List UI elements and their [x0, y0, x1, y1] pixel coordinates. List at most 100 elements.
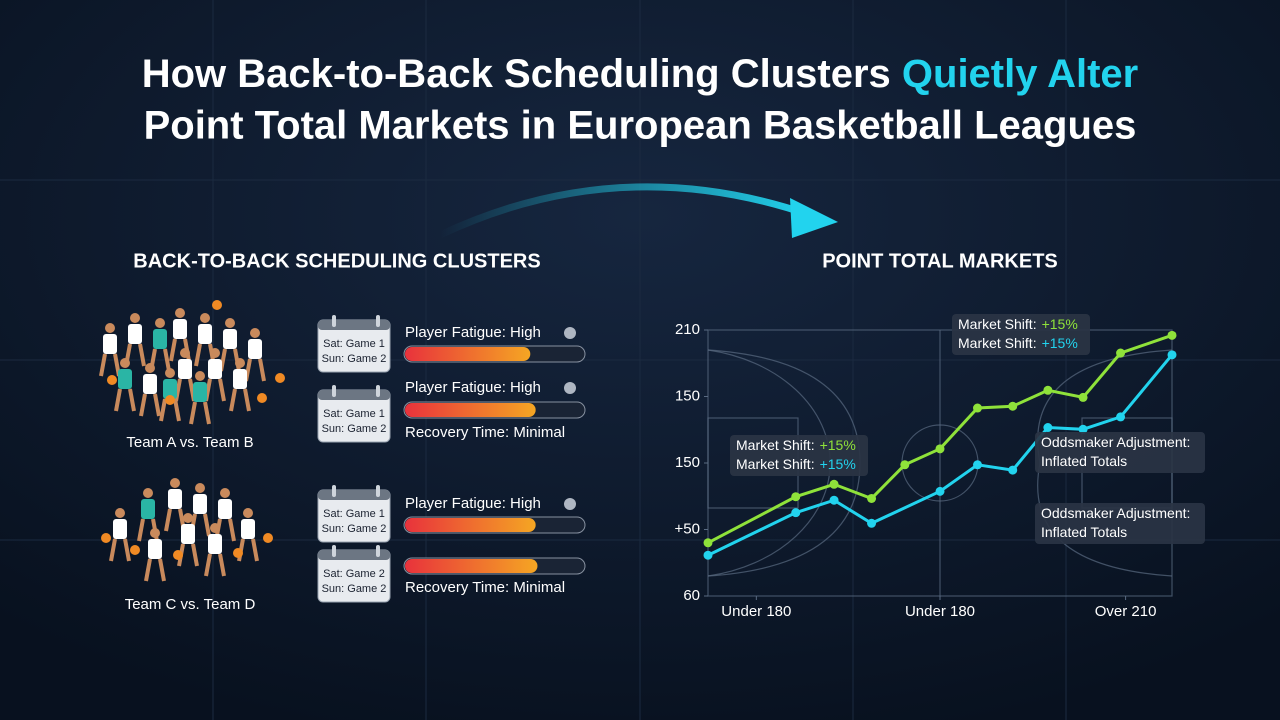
player-body	[193, 494, 207, 514]
player-body	[208, 534, 222, 554]
player-body	[143, 374, 157, 394]
player-head	[195, 371, 205, 381]
title: How Back-to-Back Scheduling Clusters Qui…	[142, 52, 1139, 96]
series-point	[1043, 423, 1053, 433]
player-body	[168, 489, 182, 509]
section-title: BACK-TO-BACK SCHEDULING CLUSTERS	[133, 250, 540, 272]
annotation-text: Inflated Totals	[1041, 524, 1127, 540]
player-legs	[144, 558, 166, 582]
title-highlight: Quietly Alter	[902, 52, 1138, 96]
player-head	[195, 483, 205, 493]
calendar-line: Sat: Game 1	[323, 408, 385, 420]
chart-title: POINT TOTAL MARKETS	[822, 250, 1058, 272]
title-line2: Point Total Markets in European Basketba…	[144, 104, 1137, 148]
metric-label: Recovery Time: Minimal	[405, 424, 565, 441]
calendar-line: Sat: Game 1	[323, 338, 385, 350]
player-head	[143, 488, 153, 498]
annotation-label: Oddsmaker Adjustment:	[1041, 434, 1190, 450]
player-body	[223, 329, 237, 349]
ball	[233, 548, 243, 558]
metric-label: Recovery Time: Minimal	[405, 579, 565, 596]
player-body	[181, 524, 195, 544]
player-head	[200, 313, 210, 323]
player-body	[208, 359, 222, 379]
calendar-ring	[332, 315, 336, 327]
calendar-line: Sat: Game 2	[323, 568, 385, 580]
series-point	[1167, 330, 1177, 340]
calendar-line: Sun: Game 2	[322, 423, 387, 435]
annotation-label: Oddsmaker Adjustment:	[1041, 505, 1190, 521]
player-legs	[204, 553, 226, 577]
calendar-line: Sun: Game 2	[322, 353, 387, 365]
player-legs	[159, 398, 181, 422]
x-tick-label: Under 180	[721, 603, 791, 620]
series-point	[703, 550, 713, 560]
calendar-ring	[376, 315, 380, 327]
bar-fill	[405, 518, 536, 532]
player-head	[175, 308, 185, 318]
player-body	[113, 519, 127, 539]
player-head	[243, 508, 253, 518]
annotation-value: +15%	[1042, 335, 1078, 351]
calendar-ring	[332, 485, 336, 497]
player-body	[103, 334, 117, 354]
series-point	[791, 492, 801, 502]
player-head	[145, 363, 155, 373]
player-head	[120, 358, 130, 368]
player-body	[198, 324, 212, 344]
series-point	[867, 493, 877, 503]
metric-label: Player Fatigue: High	[405, 324, 541, 341]
annotation-text: Market Shift: +15%	[736, 437, 856, 453]
fatigue-icon	[564, 327, 576, 339]
annotation-label: Inflated Totals	[1041, 453, 1127, 469]
series-point	[1078, 424, 1088, 434]
player-head	[225, 318, 235, 328]
calendar-ring	[376, 545, 380, 557]
player-legs	[189, 401, 211, 425]
ball	[101, 533, 111, 543]
ball	[165, 395, 175, 405]
series-point	[829, 495, 839, 505]
annotation-value: +15%	[1042, 316, 1078, 332]
series-point	[1078, 392, 1088, 402]
player-legs	[109, 538, 131, 562]
player-head	[180, 348, 190, 358]
annotation-value: +15%	[820, 456, 856, 472]
calendar-line: Sun: Game 2	[322, 523, 387, 535]
series-point	[1116, 412, 1126, 422]
x-tick-label: Over 210	[1095, 603, 1157, 620]
annotation-label: Market Shift:	[958, 335, 1037, 351]
team-label: Team C vs. Team D	[125, 596, 256, 613]
player-legs	[229, 388, 251, 412]
team-label: Team A vs. Team B	[126, 434, 253, 451]
ball	[257, 393, 267, 403]
series-point	[1008, 465, 1018, 475]
annotation-text: Market Shift: +15%	[958, 316, 1078, 332]
calendar-ring	[376, 485, 380, 497]
series-line	[707, 333, 1173, 545]
annotation-label: Market Shift:	[958, 316, 1037, 332]
fatigue-icon	[564, 498, 576, 510]
bar-fill	[405, 347, 531, 361]
metric-label: Player Fatigue: High	[405, 379, 541, 396]
player-body	[118, 369, 132, 389]
series-point	[935, 444, 945, 454]
player-body	[241, 519, 255, 539]
calendar-ring	[332, 385, 336, 397]
annotation-text: Market Shift: +15%	[736, 456, 856, 472]
player-body	[218, 499, 232, 519]
player-body	[233, 369, 247, 389]
annotation-box	[952, 314, 1090, 355]
series-point	[1043, 385, 1053, 395]
player-body	[163, 379, 177, 399]
arrow	[436, 183, 814, 239]
series-point	[973, 403, 983, 413]
calendar-line: Sun: Game 2	[322, 583, 387, 595]
series-point	[1008, 401, 1018, 411]
annotation-text: Inflated Totals	[1041, 453, 1127, 469]
series-point	[1167, 350, 1177, 360]
series-point	[1116, 348, 1126, 358]
ball	[263, 533, 273, 543]
player-head	[210, 348, 220, 358]
